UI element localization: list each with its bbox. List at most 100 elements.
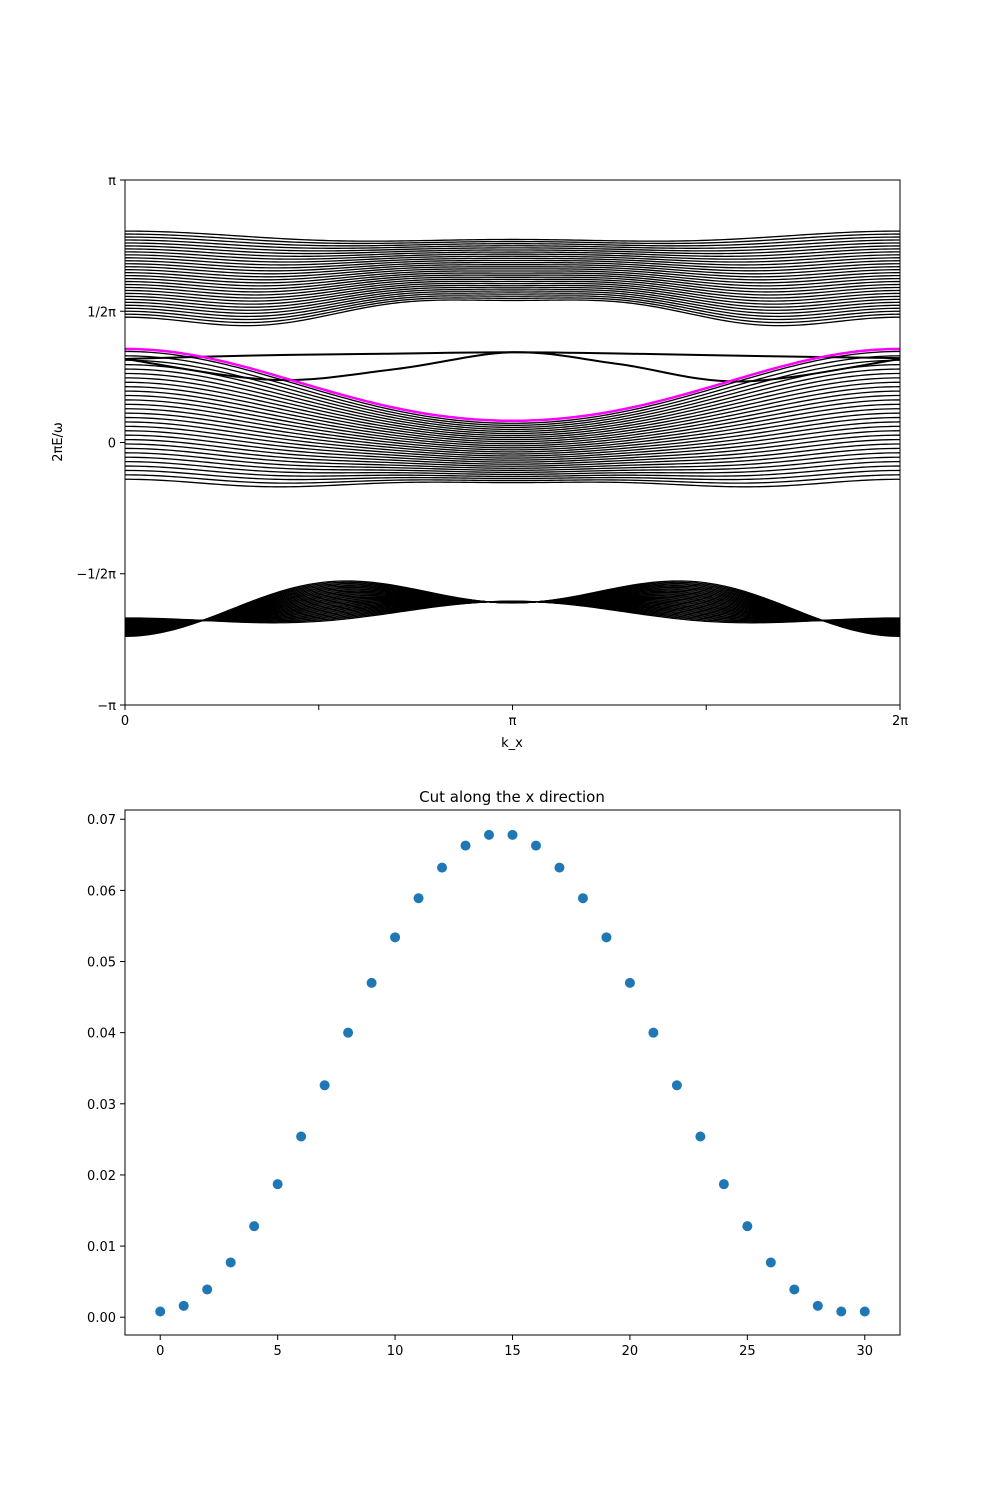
band-1-line-13	[125, 421, 900, 457]
band-0-line-29	[125, 230, 900, 242]
scatter-point-23	[695, 1131, 706, 1142]
scatter-point-7	[319, 1080, 330, 1091]
bottom-x-tick-label-6: 30	[856, 1344, 873, 1359]
top-y-tick-label-4: π	[108, 174, 116, 189]
band-1-line-19	[125, 394, 900, 445]
top-x-axis-label: k_x	[501, 736, 523, 751]
scatter-point-4	[249, 1221, 260, 1232]
scatter-point-22	[671, 1080, 682, 1091]
scatter-point-1	[178, 1300, 189, 1311]
bottom-x-tick-label-0: 0	[156, 1344, 164, 1359]
band-0-line-17	[125, 264, 900, 275]
scatter-point-15	[507, 829, 518, 840]
band-0-line-3	[125, 293, 900, 318]
band-0-line-21	[125, 254, 900, 263]
band-1-line-26	[125, 364, 900, 431]
top-y-axis-label: 2πE/ω	[51, 422, 66, 462]
band-1-line-6	[125, 452, 900, 471]
highlighted-band-line	[125, 347, 900, 423]
bottom-y-ticks: 0.00 0.01 0.02 0.03 0.04 0.05 0.06 0.07	[87, 813, 125, 1326]
top-x-tick-label-2: π	[509, 714, 517, 729]
scatter-point-9	[366, 977, 377, 988]
band-1-line-18	[125, 399, 900, 447]
bottom-y-tick-label-6: 0.06	[87, 884, 116, 899]
band-1-line-7	[125, 447, 900, 469]
band-1-line-21	[125, 386, 900, 441]
bottom-y-tick-label-2: 0.02	[87, 1169, 116, 1184]
band-0-line-22	[125, 251, 900, 260]
band-0-line-20	[125, 257, 900, 266]
bottom-y-tick-label-0: 0.00	[87, 1311, 116, 1326]
band-0-line-2	[125, 295, 900, 321]
scatter-point-21	[648, 1027, 659, 1038]
band-0-line-5	[125, 289, 900, 311]
band-1-line-0	[125, 478, 900, 488]
bottom-y-tick-label-7: 0.07	[87, 813, 116, 828]
top-x-tick-label-4: 2π	[892, 714, 908, 729]
scatter-point-17	[554, 862, 565, 873]
scatter-point-8	[343, 1027, 354, 1038]
band-0-line-25	[125, 242, 900, 252]
band-1-line-12	[125, 425, 900, 459]
band-0-line-13	[125, 272, 900, 287]
bottom-y-tick-label-1: 0.01	[87, 1240, 116, 1255]
scatter-point-6	[296, 1131, 307, 1142]
top-y-ticks: −π −1/2π 0 1/2π π	[76, 174, 125, 714]
top-y-tick-label-2: 0	[108, 437, 116, 452]
band-1-line-15	[125, 412, 900, 453]
band-lines	[125, 230, 900, 637]
highlighted-band-path	[125, 347, 900, 423]
band-1-line-5	[125, 456, 900, 474]
band-1-line-2	[125, 469, 900, 481]
band-1-line-22	[125, 381, 900, 439]
scatter-point-19	[601, 932, 612, 943]
scatter-point-0	[155, 1306, 166, 1317]
top-x-tick-label-0: 0	[121, 714, 129, 729]
top-y-tick-label-3: 1/2π	[87, 305, 116, 320]
band-1-line-11	[125, 430, 900, 461]
band-1-line-17	[125, 403, 900, 449]
band-0-line-4	[125, 291, 900, 314]
band-0-line-8	[125, 282, 900, 302]
band-0-line-14	[125, 270, 900, 284]
band-1-line-23	[125, 377, 900, 437]
band-0-line-15	[125, 268, 900, 281]
bottom-x-tick-label-2: 10	[387, 1344, 404, 1359]
band-1-line-16	[125, 408, 900, 451]
band-0-line-19	[125, 259, 900, 269]
scatter-point-28	[812, 1300, 823, 1311]
bottom-chart-title: Cut along the x direction	[419, 788, 605, 806]
band-1-line-10	[125, 434, 900, 463]
bottom-x-tick-label-5: 25	[739, 1344, 756, 1359]
band-0-line-11	[125, 276, 900, 293]
scatter-point-25	[742, 1221, 753, 1232]
band-0-line-6	[125, 286, 900, 308]
top-y-tick-label-1: −1/2π	[76, 568, 116, 583]
bottom-x-tick-label-3: 15	[504, 1344, 521, 1359]
bottom-x-ticks: 0 5 10 15 20 25 30	[156, 1335, 873, 1359]
edge-state-lines	[125, 351, 900, 383]
scatter-point-5	[272, 1179, 283, 1190]
band-1-line-3	[125, 465, 900, 478]
scatter-point-12	[437, 862, 448, 873]
scatter-point-24	[718, 1179, 729, 1190]
scatter-point-13	[460, 840, 471, 851]
scatter-point-18	[577, 893, 588, 904]
band-1-line-24	[125, 372, 900, 435]
scatter-point-20	[624, 977, 635, 988]
band-structure-chart: 0 π 2π −π −1/2π 0 1/2π π k_x 2πE/ω	[51, 174, 908, 751]
scatter-point-2	[202, 1284, 213, 1295]
band-0-line-9	[125, 280, 900, 299]
band-0-line-16	[125, 266, 900, 278]
scatter-point-3	[225, 1257, 236, 1268]
band-0-line-28	[125, 233, 900, 245]
top-y-tick-label-0: −π	[97, 699, 116, 714]
edge-state-line-1	[125, 351, 900, 383]
band-1-line-4	[125, 460, 900, 476]
band-0-line-1	[125, 297, 900, 324]
band-0-line-10	[125, 278, 900, 296]
band-0-line-18	[125, 261, 900, 272]
scatter-points	[155, 829, 870, 1317]
scatter-point-10	[390, 932, 401, 943]
band-0-line-24	[125, 245, 900, 255]
